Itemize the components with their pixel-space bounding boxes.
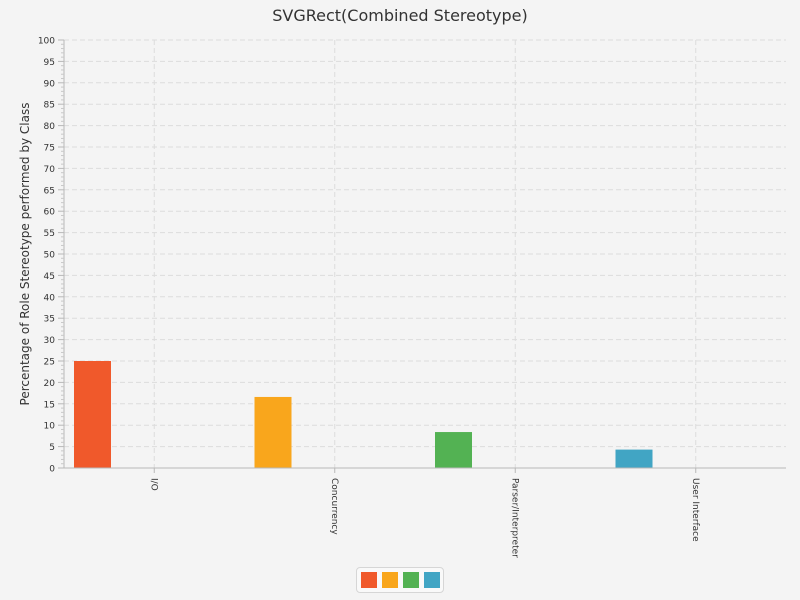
x-axis-ticks: I/O Concurrency Parser/Interpreter User Int…: [148, 468, 700, 558]
y-tick-label: 90: [44, 79, 56, 89]
y-tick-label: 0: [49, 465, 55, 475]
y-axis-ticks: 0 5 10 15 20 25 30 35 40 45 50 55 60 65 70 75 80 85 90 95 10…: [38, 37, 64, 475]
x-tick-label: I/O: [148, 478, 158, 491]
bar: [435, 432, 472, 468]
bar: [254, 396, 292, 468]
y-tick-label: 85: [44, 101, 55, 111]
bars: [74, 361, 653, 468]
y-tick-label: 10: [44, 422, 56, 432]
bar: [615, 449, 653, 468]
y-tick-label: 30: [44, 336, 56, 346]
legend-swatch: [423, 572, 440, 588]
y-tick-label: 60: [44, 208, 56, 218]
y-tick-label: 15: [44, 400, 55, 410]
y-tick-label: 20: [44, 379, 56, 389]
grid: [64, 39, 786, 468]
chart-title: SVGRect(Combined Stereotype): [272, 6, 528, 25]
y-tick-label: 55: [44, 229, 55, 239]
y-tick-label: 5: [49, 443, 55, 453]
y-tick-label: 50: [44, 251, 56, 261]
y-tick-label: 45: [44, 272, 55, 282]
y-tick-label: 65: [44, 186, 55, 196]
legend-swatch: [360, 572, 377, 588]
y-tick-label: 100: [38, 37, 55, 47]
y-tick-label: 80: [44, 122, 56, 132]
legend-swatch: [402, 572, 419, 588]
y-tick-label: 40: [44, 293, 56, 303]
y-tick-label: 25: [44, 358, 55, 368]
y-tick-label: 35: [44, 315, 55, 325]
x-tick-label: Concurrency: [329, 478, 339, 535]
legend: [356, 567, 444, 593]
x-tick-label: Parser/Interpreter: [509, 478, 519, 558]
y-axis-label: Percentage of Role Stereotype performed …: [18, 103, 32, 406]
y-tick-label: 75: [44, 144, 55, 154]
x-tick-label: User Interface: [690, 478, 700, 542]
legend-swatch: [381, 572, 398, 588]
bar: [74, 361, 111, 468]
y-tick-label: 95: [44, 58, 55, 68]
y-tick-label: 70: [44, 165, 56, 175]
